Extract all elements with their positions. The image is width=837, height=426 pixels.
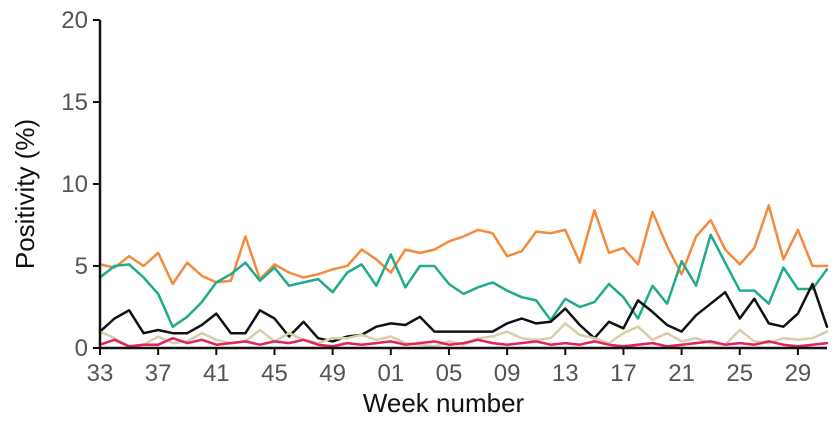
x-tick-label: 37	[145, 360, 172, 387]
x-tick-label: 21	[668, 360, 695, 387]
x-tick-label: 05	[436, 360, 463, 387]
series-line-5	[98, 336, 829, 348]
y-axis-title: Positivity (%)	[10, 119, 40, 269]
x-tick-label: 13	[552, 360, 579, 387]
x-tick-label: 17	[610, 360, 637, 387]
x-tick-label: 01	[377, 360, 404, 387]
y-tick-label: 5	[75, 253, 88, 280]
x-tick-label: 49	[319, 360, 346, 387]
x-tick-label: 09	[494, 360, 521, 387]
x-tick-label: 45	[261, 360, 288, 387]
x-tick-label: 33	[87, 360, 114, 387]
series-line-3	[98, 282, 829, 343]
y-tick-label: 0	[75, 335, 88, 362]
x-ticks: 33 37 41 45 49 01 05 09 13 17 21 25 29	[87, 348, 812, 387]
y-ticks: 0 5 10 15 20	[61, 7, 100, 362]
series-layer	[98, 204, 829, 348]
series-line-1	[98, 204, 829, 286]
x-tick-label: 29	[785, 360, 812, 387]
x-tick-label: 41	[203, 360, 230, 387]
series-line-2	[98, 233, 829, 328]
x-tick-label: 25	[726, 360, 753, 387]
y-tick-label: 15	[61, 89, 88, 116]
y-tick-label: 20	[61, 7, 88, 34]
y-tick-label: 10	[61, 171, 88, 198]
x-axis-title: Week number	[363, 388, 525, 418]
